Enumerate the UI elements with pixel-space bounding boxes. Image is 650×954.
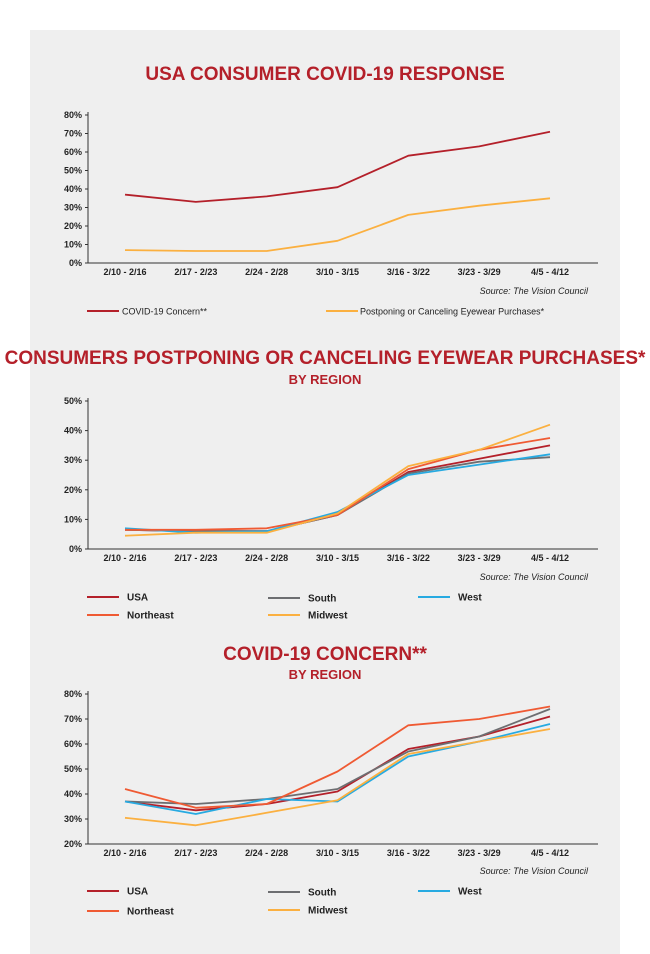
chart2-y-tick-label: 10% bbox=[64, 514, 82, 524]
chart3-y-tick-label: 50% bbox=[64, 764, 82, 774]
chart2-x-tick-label: 2/24 - 2/28 bbox=[245, 553, 288, 563]
chart2-y-tick-label: 40% bbox=[64, 426, 82, 436]
chart2-x-tick-label: 3/16 - 3/22 bbox=[387, 553, 430, 563]
chart2-series-south-line bbox=[124, 456, 551, 533]
chart1-series-postponing-or-canceling-eyewear-purchases-line bbox=[124, 197, 551, 252]
chart1-source-note: Source: The Vision Council bbox=[480, 286, 589, 296]
chart2-y-tick-label: 20% bbox=[64, 485, 82, 495]
chart2-y-tick-label: 0% bbox=[69, 544, 82, 554]
chart1-x-tick-label: 3/23 - 3/29 bbox=[458, 267, 501, 277]
chart2-x-tick-label: 3/23 - 3/29 bbox=[458, 553, 501, 563]
chart3-legend-label-midwest: Midwest bbox=[308, 906, 348, 917]
chart2-x-tick-label: 2/10 - 2/16 bbox=[103, 553, 146, 563]
chart2-y-tick-label: 30% bbox=[64, 455, 82, 465]
chart1-series-covid-19-concern-line bbox=[124, 130, 551, 203]
chart1-y-tick-label: 10% bbox=[64, 240, 82, 250]
chart3-y-tick-label: 40% bbox=[64, 789, 82, 799]
chart3-series-usa-line bbox=[124, 715, 551, 812]
chart3-series-midwest-line bbox=[124, 728, 551, 827]
chart3-y-tick-label: 70% bbox=[64, 714, 82, 724]
chart3-x-tick-label: 2/10 - 2/16 bbox=[103, 848, 146, 858]
chart3-legend-label-usa: USA bbox=[127, 887, 148, 898]
chart3-title: COVID-19 CONCERN** bbox=[223, 644, 427, 665]
chart1-y-tick-label: 60% bbox=[64, 147, 82, 157]
chart1-x-tick-label: 2/10 - 2/16 bbox=[103, 267, 146, 277]
chart2-y-tick-label: 50% bbox=[64, 396, 82, 406]
chart1-title: USA CONSUMER COVID-19 RESPONSE bbox=[145, 64, 504, 85]
chart1-legend-label-postponing-or-canceling-eyewear-purchases: Postponing or Canceling Eyewear Purchase… bbox=[360, 307, 545, 317]
chart3-source-note: Source: The Vision Council bbox=[480, 866, 589, 876]
chart3-x-tick-label: 2/17 - 2/23 bbox=[174, 848, 217, 858]
chart1-y-tick-label: 50% bbox=[64, 166, 82, 176]
chart3-x-tick-label: 3/10 - 3/15 bbox=[316, 848, 359, 858]
chart3-x-tick-label: 4/5 - 4/12 bbox=[531, 848, 569, 858]
chart2-legend-label-northeast: Northeast bbox=[127, 611, 174, 622]
chart1-y-tick-label: 80% bbox=[64, 110, 82, 120]
chart1-x-tick-label: 4/5 - 4/12 bbox=[531, 267, 569, 277]
chart2-legend-label-west: West bbox=[458, 593, 482, 604]
chart2-legend-label-usa: USA bbox=[127, 593, 148, 604]
chart3-x-tick-label: 3/23 - 3/29 bbox=[458, 848, 501, 858]
chart1-y-tick-label: 70% bbox=[64, 129, 82, 139]
chart1-legend-label-covid-19-concern: COVID-19 Concern** bbox=[122, 307, 208, 317]
chart1-x-tick-label: 2/24 - 2/28 bbox=[245, 267, 288, 277]
chart3-legend-label-south: South bbox=[308, 888, 336, 899]
chart2-series-west-line bbox=[124, 453, 551, 534]
chart3-x-tick-label: 3/16 - 3/22 bbox=[387, 848, 430, 858]
chart2-series-midwest-line bbox=[124, 423, 551, 537]
chart2-source-note: Source: The Vision Council bbox=[480, 572, 589, 582]
chart1-x-tick-label: 2/17 - 2/23 bbox=[174, 267, 217, 277]
chart3-series-northeast-line bbox=[124, 705, 551, 809]
chart3-legend-label-west: West bbox=[458, 887, 482, 898]
infographic-panel bbox=[30, 30, 620, 954]
chart2-legend-label-south: South bbox=[308, 594, 336, 605]
chart1-y-tick-label: 40% bbox=[64, 184, 82, 194]
chart2-series-northeast-line bbox=[125, 437, 551, 531]
chart3-x-tick-label: 2/24 - 2/28 bbox=[245, 848, 288, 858]
chart2-title: CONSUMERS POSTPONING OR CANCELING EYEWEA… bbox=[5, 348, 646, 369]
chart2-x-tick-label: 2/17 - 2/23 bbox=[174, 553, 217, 563]
chart2-x-tick-label: 4/5 - 4/12 bbox=[531, 553, 569, 563]
chart1-y-tick-label: 30% bbox=[64, 203, 82, 213]
chart3-subtitle: BY REGION bbox=[289, 667, 362, 682]
chart2-x-tick-label: 3/10 - 3/15 bbox=[316, 553, 359, 563]
chart3-legend-label-northeast: Northeast bbox=[127, 907, 174, 918]
chart2-series-usa-line bbox=[124, 444, 551, 533]
chart1-x-tick-label: 3/16 - 3/22 bbox=[387, 267, 430, 277]
chart1-x-tick-label: 3/10 - 3/15 bbox=[316, 267, 359, 277]
chart2-legend-label-midwest: Midwest bbox=[308, 611, 348, 622]
chart1-y-tick-label: 0% bbox=[69, 258, 82, 268]
chart1-y-tick-label: 20% bbox=[64, 221, 82, 231]
chart3-y-tick-label: 30% bbox=[64, 814, 82, 824]
chart3-y-tick-label: 80% bbox=[64, 689, 82, 699]
chart3-y-tick-label: 60% bbox=[64, 739, 82, 749]
chart3-y-tick-label: 20% bbox=[64, 839, 82, 849]
chart2-subtitle: BY REGION bbox=[289, 372, 362, 387]
chart3-series-south-line bbox=[124, 708, 551, 805]
